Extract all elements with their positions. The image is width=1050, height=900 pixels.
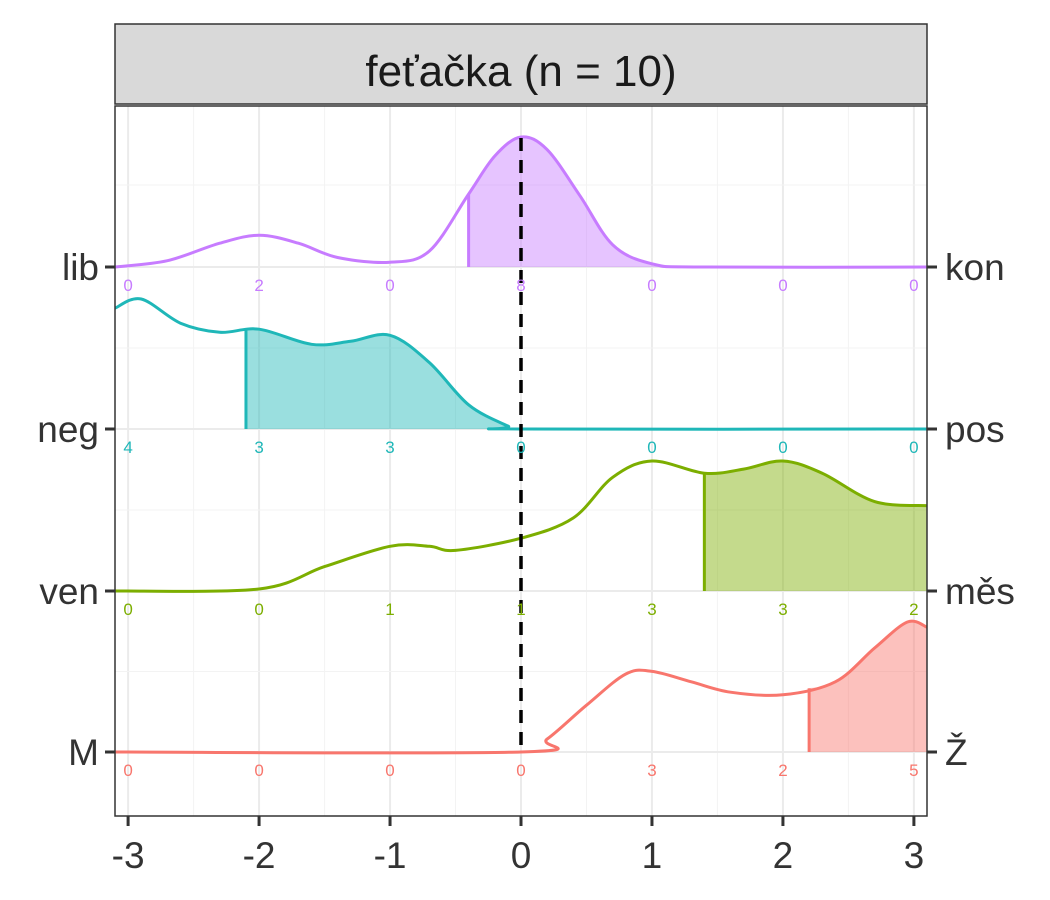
count-label: 3	[254, 438, 263, 457]
count-label: 0	[778, 438, 787, 457]
x-tick-label: -1	[374, 835, 407, 876]
y-label-right: měs	[945, 571, 1015, 612]
density-fill-ven	[704, 460, 927, 591]
y-label-left: M	[68, 732, 99, 773]
count-label: 0	[123, 276, 132, 295]
count-label: 4	[123, 438, 132, 457]
count-label: 0	[385, 276, 394, 295]
density-fill-lib	[468, 136, 927, 268]
y-label-right: Ž	[945, 732, 968, 773]
facet-strip	[114, 23, 928, 105]
x-tick-label: 0	[511, 835, 532, 876]
count-label: 3	[647, 761, 656, 780]
count-label: 3	[385, 438, 394, 457]
y-label-right: pos	[945, 409, 1005, 450]
count-label: 0	[254, 761, 263, 780]
count-label: 0	[647, 438, 656, 457]
y-label-left: neg	[37, 409, 99, 450]
x-tick-label: 2	[773, 835, 794, 876]
x-tick-label: -2	[243, 835, 276, 876]
y-label-left: lib	[62, 247, 99, 288]
count-label: 0	[647, 276, 656, 295]
count-label: 2	[778, 761, 787, 780]
count-label: 8	[516, 276, 525, 295]
y-label-right: kon	[945, 247, 1005, 288]
count-label: 0	[123, 761, 132, 780]
density-line-lib	[114, 135, 928, 269]
count-label: 0	[123, 600, 132, 619]
count-label: 3	[647, 600, 656, 619]
density-line-ven	[114, 459, 928, 593]
density-fill-M	[809, 621, 927, 752]
plot-area: 0 2 0 8 0 0 0 4 3 3 0 0 0 0 0 0 1 1 3 3 2 0 0 0 0 3 2 5 lib kon neg pos…	[37, 105, 1015, 876]
count-label: 0	[909, 276, 918, 295]
count-label: 0	[778, 276, 787, 295]
count-label: 3	[778, 600, 787, 619]
density-line-M	[114, 619, 928, 755]
count-label: 0	[516, 761, 525, 780]
x-tick-label: -3	[112, 835, 145, 876]
count-label: 0	[385, 761, 394, 780]
count-label: 1	[516, 600, 525, 619]
count-label: 0	[909, 438, 918, 457]
x-tick-label: 3	[904, 835, 925, 876]
facet-title: feťačka (n = 10)	[365, 47, 676, 96]
count-label: 5	[909, 761, 918, 780]
y-label-left: ven	[39, 571, 99, 612]
count-label: 0	[254, 600, 263, 619]
x-tick-label: 1	[642, 835, 663, 876]
density-fill-neg	[246, 328, 927, 430]
count-label: 0	[516, 438, 525, 457]
count-label: 2	[254, 276, 263, 295]
count-label: 1	[385, 600, 394, 619]
count-label: 2	[909, 600, 918, 619]
